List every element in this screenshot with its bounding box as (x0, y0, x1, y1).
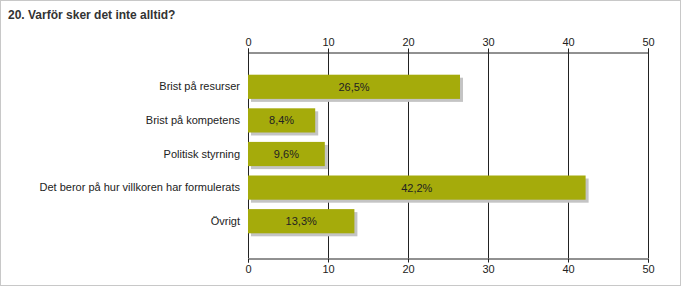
tick-label: 0 (245, 263, 251, 275)
bars (248, 75, 589, 237)
data-labels: 26,5% 8,4% 9,6% 42,2% 13,3% (269, 81, 433, 227)
category-tick: Övrigt (211, 215, 248, 227)
tick: 30 (482, 259, 494, 276)
grid-line (488, 52, 489, 258)
tick: 30 (482, 36, 494, 53)
tick-mark (248, 259, 249, 263)
tick-mark (488, 49, 489, 53)
x-axis-bottom: 0 10 20 30 40 50 (245, 259, 654, 276)
tick-mark (408, 49, 409, 53)
bar (248, 75, 460, 99)
tick-mark (648, 259, 649, 263)
tick: 40 (562, 36, 574, 53)
axis-line (249, 259, 649, 263)
tick-label: 50 (642, 36, 654, 48)
category-label: Politisk styrning (164, 148, 240, 160)
category-label: Det beror på hur villkoren har formulera… (39, 181, 240, 193)
tick-label: 10 (322, 36, 334, 48)
category-axis: Brist på resurser Brist på kompetens Polit… (39, 80, 248, 226)
data-label: 13,3% (286, 215, 317, 227)
tick-mark (328, 259, 329, 263)
tick: 20 (402, 259, 414, 276)
tick: 20 (402, 36, 414, 53)
bar (248, 142, 325, 166)
tick-mark (488, 259, 489, 263)
axis-line (249, 49, 649, 54)
x-axis-top: 0 10 20 30 40 50 (245, 36, 654, 54)
bar (248, 176, 586, 200)
tick-label: 40 (562, 263, 574, 275)
category-label: Brist på kompetens (146, 114, 241, 126)
tick: 40 (562, 259, 574, 276)
tick-label: 30 (482, 36, 494, 48)
data-label: 26,5% (338, 81, 369, 93)
category-tick: Det beror på hur villkoren har formulera… (39, 181, 248, 193)
tick-label: 20 (402, 263, 414, 275)
tick-label: 30 (482, 263, 494, 275)
tick-mark (568, 259, 569, 263)
data-label: 42,2% (401, 182, 432, 194)
tick-label: 0 (245, 36, 251, 48)
data-label: 8,4% (269, 114, 294, 126)
tick: 50 (642, 36, 654, 53)
data-label: 9,6% (274, 148, 299, 160)
tick: 0 (245, 36, 251, 53)
tick-mark (248, 49, 249, 53)
tick: 50 (642, 259, 654, 276)
grid-line (648, 52, 649, 258)
tick: 10 (322, 259, 334, 276)
tick-label: 10 (322, 263, 334, 275)
tick: 0 (245, 259, 251, 276)
tick-mark (408, 259, 409, 263)
category-tick: Brist på resurser (159, 80, 248, 92)
category-tick: Politisk styrning (164, 148, 248, 160)
category-label: Övrigt (211, 215, 240, 227)
frame (1, 1, 681, 286)
category-label: Brist på resurser (159, 80, 240, 92)
grid-line (568, 52, 569, 258)
title: 20. Varför sker det inte alltid? (8, 8, 175, 22)
bar (248, 108, 315, 132)
chart: 20. Varför sker det inte alltid? 26,5% 8,4… (0, 0, 681, 286)
bar (248, 209, 354, 233)
tick: 10 (322, 36, 334, 53)
grid (249, 52, 649, 258)
tick-mark (568, 49, 569, 53)
category-tick: Brist på kompetens (146, 114, 248, 126)
tick-label: 20 (402, 36, 414, 48)
tick-label: 40 (562, 36, 574, 48)
tick-mark (328, 49, 329, 53)
tick-mark (648, 49, 649, 53)
tick-label: 50 (642, 263, 654, 275)
